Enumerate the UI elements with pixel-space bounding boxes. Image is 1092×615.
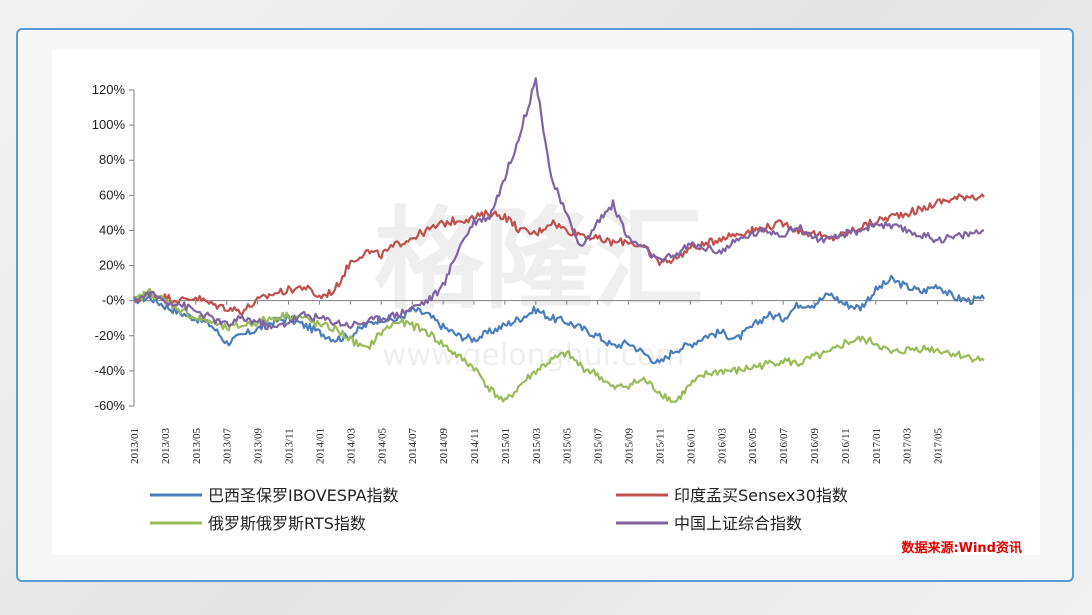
y-tick-label: -0% — [102, 293, 126, 308]
line-chart: 格隆汇 www.gelonghui.com 120% 100% 80% 60% 40% 2… — [92, 77, 1022, 555]
legend: 巴西圣保罗IBOVESPA指数 印度孟买Sensex30指数 俄罗斯俄罗斯RTS… — [150, 486, 848, 533]
x-tick-label: 2015/03 — [531, 427, 543, 464]
x-tick-label: 2013/07 — [222, 427, 234, 464]
series-lines — [132, 77, 985, 404]
x-tick-label: 2016/11 — [840, 428, 852, 464]
y-tick-label: 80% — [99, 152, 125, 167]
x-tick-label: 2014/11 — [469, 428, 481, 464]
x-tick-label: 2017/05 — [933, 427, 945, 464]
x-tick-label: 2013/11 — [284, 428, 296, 464]
x-tick-label: 2016/09 — [809, 427, 821, 464]
series-line-2 — [133, 287, 985, 404]
x-tick-label: 2014/03 — [345, 427, 357, 464]
series-line-3 — [132, 77, 985, 331]
x-tick-label: 2016/03 — [716, 427, 728, 464]
chart-panel: 格隆汇 www.gelonghui.com 120% 100% 80% 60% 40% 2… — [52, 50, 1040, 555]
x-tick-label: 2013/03 — [160, 427, 172, 464]
x-tick-label: 2014/07 — [407, 427, 419, 464]
legend-label-sensex: 印度孟买Sensex30指数 — [674, 486, 848, 505]
x-tick-label: 2016/07 — [778, 427, 790, 464]
x-tick-label: 2016/01 — [685, 428, 697, 464]
x-tick-label: 2013/01 — [129, 428, 141, 464]
source-note: 数据来源:Wind资讯 — [901, 540, 1022, 555]
x-tick-label: 2015/01 — [500, 428, 512, 464]
legend-label-rts: 俄罗斯俄罗斯RTS指数 — [208, 514, 366, 533]
y-tick-label: 40% — [99, 222, 125, 237]
x-tick-label: 2016/05 — [747, 427, 759, 464]
x-tick-label: 2013/09 — [253, 427, 265, 464]
y-tick-label: -20% — [95, 328, 126, 343]
x-tick-label: 2017/03 — [902, 427, 914, 464]
x-tick-label: 2015/11 — [654, 428, 666, 464]
legend-label-shanghai: 中国上证综合指数 — [674, 514, 802, 533]
legend-label-ibovespa: 巴西圣保罗IBOVESPA指数 — [208, 486, 399, 505]
y-tick-label: 20% — [99, 258, 125, 273]
y-tick-label: -40% — [95, 363, 126, 378]
watermark-text: 格隆汇 — [374, 196, 704, 324]
watermark-url: www.gelonghui.com — [382, 338, 685, 373]
x-tick-label: 2015/07 — [593, 427, 605, 464]
x-tick-label: 2015/09 — [624, 427, 636, 464]
y-tick-label: 60% — [99, 187, 125, 202]
x-tick-label: 2017/01 — [871, 428, 883, 464]
x-tick-label: 2014/01 — [314, 428, 326, 464]
y-tick-label: -60% — [95, 398, 126, 413]
x-tick-label: 2013/05 — [191, 427, 203, 464]
y-tick-label: 100% — [92, 117, 126, 132]
series-line-1 — [133, 193, 985, 316]
y-tick-label: 120% — [92, 82, 126, 97]
x-axis: 2013/01 2013/03 2013/05 2013/07 2013/09 2013/… — [129, 300, 984, 464]
x-tick-label: 2014/09 — [438, 427, 450, 464]
y-axis: 120% 100% 80% 60% 40% 20% -0% -20% -40% -60% — [92, 82, 135, 413]
x-tick-label: 2014/05 — [376, 427, 388, 464]
x-tick-label: 2015/05 — [562, 427, 574, 464]
